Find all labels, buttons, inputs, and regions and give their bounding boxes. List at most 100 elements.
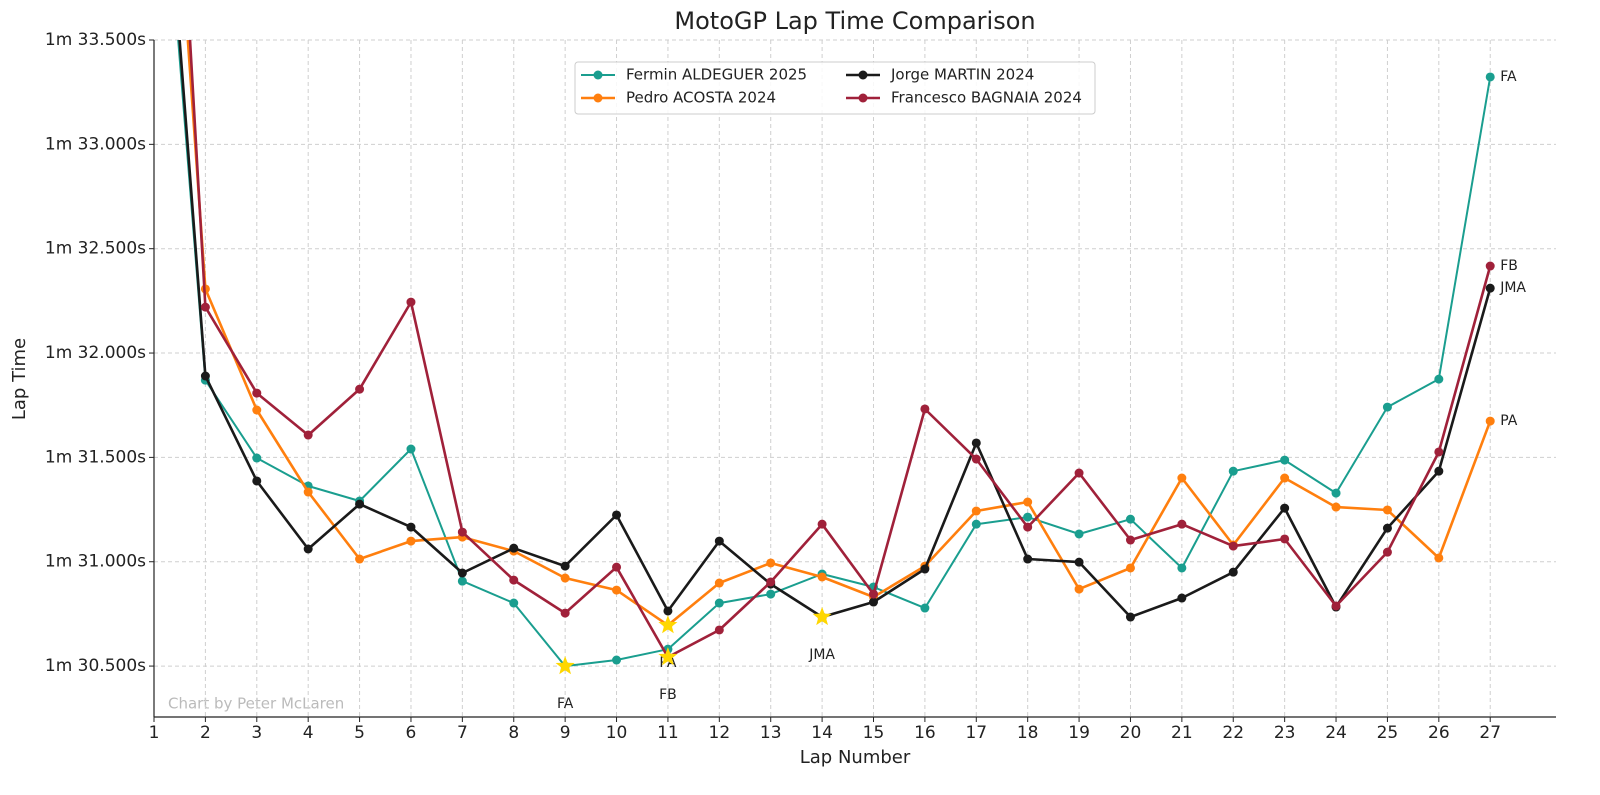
x-tick-label: 23 xyxy=(1274,723,1296,743)
point xyxy=(457,576,467,586)
point xyxy=(252,405,262,415)
grid: 1m 30.500s 1m 31.000s 1m 31.500s 1m 32.000s… xyxy=(45,30,1556,743)
point xyxy=(1177,473,1187,483)
point xyxy=(1074,584,1084,594)
point xyxy=(663,606,673,616)
point xyxy=(869,589,879,599)
y-tick-label: 1m 32.500s xyxy=(45,239,146,259)
x-tick-label: 14 xyxy=(811,723,833,743)
end-label: FB xyxy=(1500,258,1518,274)
point xyxy=(1485,283,1495,293)
point xyxy=(766,577,776,587)
point xyxy=(817,572,827,582)
y-tick-label: 1m 30.500s xyxy=(45,656,146,676)
point xyxy=(920,404,930,414)
point xyxy=(355,554,365,564)
x-tick-label: 25 xyxy=(1377,723,1399,743)
best-lap-star xyxy=(658,615,678,634)
point xyxy=(1382,547,1392,557)
point xyxy=(714,598,724,608)
point xyxy=(1485,261,1495,271)
x-tick-label: 21 xyxy=(1171,723,1193,743)
point xyxy=(457,527,467,537)
point xyxy=(869,597,879,607)
x-tick-label: 19 xyxy=(1068,723,1090,743)
best-lap-label: FA xyxy=(557,696,574,712)
point xyxy=(1434,447,1444,457)
legend-label: Jorge MARTIN 2024 xyxy=(890,66,1034,84)
point xyxy=(252,388,262,398)
point xyxy=(1023,512,1033,522)
point xyxy=(1074,557,1084,567)
x-tick-label: 9 xyxy=(560,723,571,743)
y-tick-label: 1m 33.500s xyxy=(45,30,146,50)
point xyxy=(252,453,262,463)
x-axis-label: Lap Number xyxy=(800,747,911,768)
point xyxy=(1074,468,1084,478)
legend-marker xyxy=(858,93,868,103)
point xyxy=(612,510,622,520)
legend-marker xyxy=(858,70,868,80)
point xyxy=(817,519,827,529)
point xyxy=(1331,502,1341,512)
x-tick-label: 2 xyxy=(200,723,211,743)
point xyxy=(714,625,724,635)
point xyxy=(1280,503,1290,513)
point xyxy=(406,536,416,546)
point xyxy=(1280,534,1290,544)
best-lap-label: FB xyxy=(659,687,677,703)
x-tick-label: 22 xyxy=(1222,723,1244,743)
x-tick-label: 17 xyxy=(965,723,987,743)
point xyxy=(1228,567,1238,577)
point xyxy=(1177,563,1187,573)
point xyxy=(303,487,313,497)
point xyxy=(406,522,416,532)
legend-label: Pedro ACOSTA 2024 xyxy=(626,89,776,107)
x-tick-label: 5 xyxy=(354,723,365,743)
point xyxy=(1125,535,1135,545)
point xyxy=(200,302,210,312)
point xyxy=(714,578,724,588)
point xyxy=(971,506,981,516)
point xyxy=(1125,514,1135,524)
point xyxy=(612,585,622,595)
x-tick-label: 8 xyxy=(508,723,519,743)
chart-title: MotoGP Lap Time Comparison xyxy=(674,7,1035,35)
point xyxy=(1331,601,1341,611)
point xyxy=(406,297,416,307)
point xyxy=(509,598,519,608)
point xyxy=(509,543,519,553)
point xyxy=(1023,497,1033,507)
y-tick-label: 1m 31.000s xyxy=(45,552,146,572)
point xyxy=(1125,612,1135,622)
legend-marker xyxy=(593,70,603,80)
x-tick-label: 27 xyxy=(1479,723,1501,743)
point xyxy=(1228,541,1238,551)
point xyxy=(1382,523,1392,533)
point xyxy=(560,561,570,571)
x-tick-label: 7 xyxy=(457,723,468,743)
x-tick-label: 18 xyxy=(1017,723,1039,743)
legend-marker xyxy=(593,93,603,103)
point xyxy=(303,430,313,440)
x-tick-label: 15 xyxy=(863,723,885,743)
x-tick-label: 11 xyxy=(657,723,679,743)
point xyxy=(1485,416,1495,426)
point xyxy=(1023,522,1033,532)
point xyxy=(560,608,570,618)
x-tick-label: 4 xyxy=(303,723,314,743)
point xyxy=(1074,529,1084,539)
x-tick-label: 12 xyxy=(709,723,731,743)
point xyxy=(1434,374,1444,384)
point xyxy=(1177,593,1187,603)
point xyxy=(1434,553,1444,563)
point xyxy=(971,438,981,448)
point xyxy=(766,558,776,568)
x-tick-label: 24 xyxy=(1325,723,1347,743)
x-tick-label: 10 xyxy=(606,723,628,743)
point xyxy=(1177,519,1187,529)
y-axis-label: Lap Time xyxy=(9,338,30,420)
point xyxy=(1228,466,1238,476)
point xyxy=(920,564,930,574)
y-tick-label: 1m 32.000s xyxy=(45,343,146,363)
